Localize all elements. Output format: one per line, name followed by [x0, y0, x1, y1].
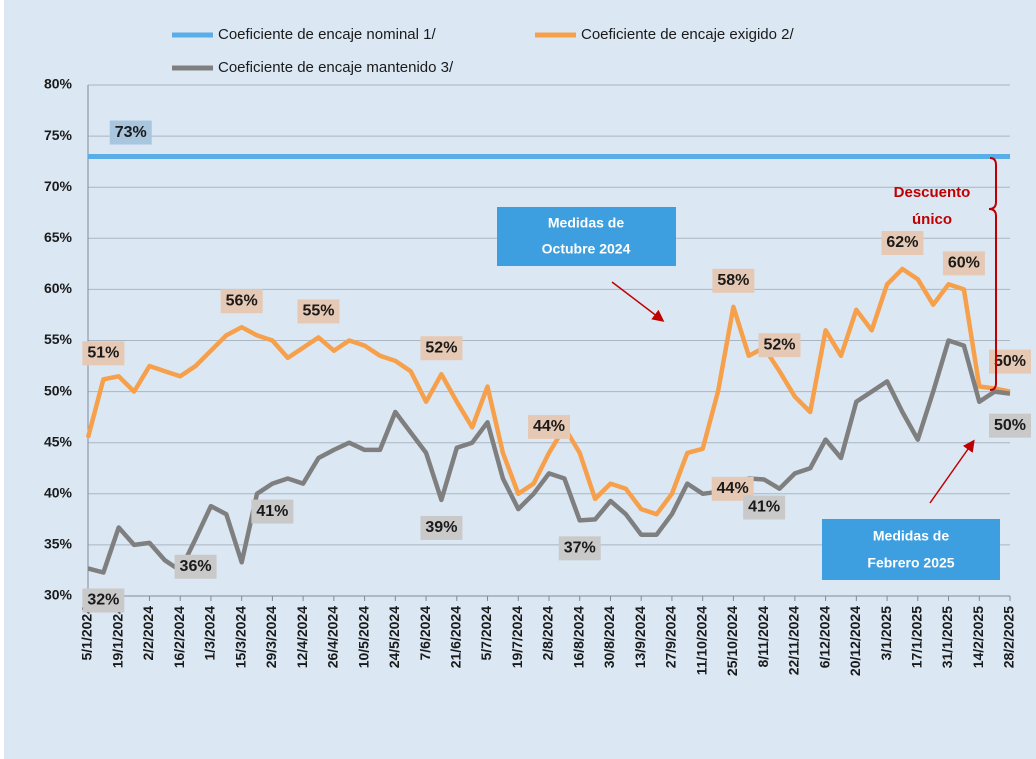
y-tick-label: 45% — [44, 433, 73, 449]
data-label: 41% — [748, 499, 780, 516]
data-label: 41% — [256, 503, 288, 520]
y-tick-label: 30% — [44, 587, 73, 603]
x-tick-label: 22/11/2024 — [786, 606, 802, 676]
data-label: 37% — [564, 540, 596, 557]
annotation-box — [822, 519, 1000, 580]
x-tick-label: 12/4/2024 — [294, 606, 310, 668]
x-tick-label: 7/6/2024 — [417, 606, 433, 661]
annotation-text: Medidas de — [548, 215, 624, 231]
series-line — [85, 266, 1011, 517]
x-tick-label: 2/8/2024 — [540, 606, 556, 661]
data-label: 39% — [425, 519, 457, 536]
y-tick-label: 50% — [44, 382, 73, 398]
data-label-bg — [712, 268, 755, 293]
legend-label: Coeficiente de encaje exigido 2/ — [581, 26, 794, 43]
data-label-bg — [420, 336, 463, 361]
x-tick-label: 21/6/2024 — [448, 606, 464, 668]
data-label-bg — [297, 299, 340, 324]
data-label: 52% — [763, 336, 795, 353]
x-tick-label: 6/12/2024 — [816, 606, 832, 668]
data-label: 44% — [533, 418, 565, 435]
data-label-bg — [528, 414, 570, 439]
annotation-text: Descuento — [894, 184, 971, 201]
x-tick-label: 24/5/2024 — [386, 606, 402, 668]
y-tick-label: 40% — [44, 485, 73, 501]
bracket — [988, 157, 997, 391]
x-tick-label: 20/12/2024 — [847, 606, 863, 676]
annotation-text: Octubre 2024 — [542, 241, 631, 257]
y-tick-label: 80% — [44, 76, 73, 92]
x-tick-label: 25/10/2024 — [724, 606, 740, 676]
data-label: 32% — [87, 592, 119, 609]
data-label-bg — [989, 413, 1031, 438]
data-label: 44% — [717, 480, 749, 497]
series-line — [87, 338, 1011, 575]
data-label-bg — [82, 588, 125, 613]
x-tick-label: 17/1/2025 — [909, 606, 925, 668]
data-label-bg — [251, 499, 294, 524]
y-tick-label: 35% — [44, 536, 73, 552]
background — [4, 0, 1036, 759]
legend-label: Coeficiente de encaje nominal 1/ — [218, 26, 436, 43]
x-tick-label: 1/3/2024 — [202, 606, 218, 661]
data-label: 52% — [425, 339, 457, 356]
x-tick-label: 19/7/2024 — [509, 606, 525, 668]
x-tick-label: 16/8/2024 — [570, 606, 586, 668]
annotation-text: Medidas de — [873, 528, 949, 544]
data-label: 55% — [302, 303, 334, 320]
y-tick-label: 70% — [44, 178, 73, 194]
x-tick-label: 8/11/2024 — [755, 606, 771, 668]
legend-label: Coeficiente de encaje mantenido 3/ — [218, 59, 454, 76]
x-tick-label: 3/1/2025 — [878, 606, 894, 661]
x-tick-label: 15/3/2024 — [232, 606, 248, 668]
y-tick-label: 55% — [44, 331, 73, 347]
x-tick-label: 30/8/2024 — [601, 606, 617, 668]
y-tick-label: 60% — [44, 280, 73, 296]
data-label-bg — [743, 495, 786, 520]
data-label: 62% — [886, 234, 918, 251]
x-tick-label: 5/1/2024 — [79, 606, 95, 661]
x-tick-label: 26/4/2024 — [325, 606, 341, 668]
x-tick-label: 14/2/2025 — [970, 606, 986, 668]
data-label: 50% — [994, 417, 1026, 434]
x-tick-label: 5/7/2024 — [478, 606, 494, 661]
data-label-bg — [220, 289, 263, 314]
x-tick-label: 16/2/2024 — [171, 606, 187, 668]
data-label: 51% — [87, 345, 119, 362]
x-tick-label: 19/1/2024 — [109, 606, 125, 668]
data-label-bg — [758, 333, 801, 358]
x-tick-label: 11/10/2024 — [693, 606, 709, 676]
data-label-bg — [109, 120, 152, 145]
data-label: 60% — [948, 255, 980, 272]
data-label-bg — [558, 536, 601, 561]
x-tick-label: 27/9/2024 — [663, 606, 679, 668]
data-label: 58% — [717, 272, 749, 289]
x-tick-label: 31/1/2025 — [939, 606, 955, 668]
data-label-bg — [82, 341, 125, 366]
annotation-text: Febrero 2025 — [867, 555, 954, 571]
x-tick-label: 28/2/2025 — [1001, 606, 1017, 668]
data-label: 73% — [115, 124, 147, 141]
x-tick-label: 13/9/2024 — [632, 606, 648, 668]
annotation-text: único — [912, 211, 952, 228]
arrow — [611, 281, 665, 322]
y-tick-label: 75% — [44, 127, 73, 143]
x-tick-label: 10/5/2024 — [355, 606, 371, 668]
data-label: 36% — [180, 558, 212, 575]
data-label-bg — [881, 230, 924, 255]
data-label-bg — [942, 251, 985, 276]
annotation-box — [497, 207, 676, 266]
data-label-bg — [174, 554, 217, 579]
x-tick-label: 29/3/2024 — [263, 606, 279, 668]
x-tick-label: 2/2/2024 — [140, 606, 156, 661]
data-label: 56% — [226, 292, 258, 309]
y-tick-label: 65% — [44, 229, 73, 245]
data-label-bg — [420, 515, 463, 540]
data-label: 50% — [994, 353, 1026, 370]
arrow — [929, 439, 975, 504]
